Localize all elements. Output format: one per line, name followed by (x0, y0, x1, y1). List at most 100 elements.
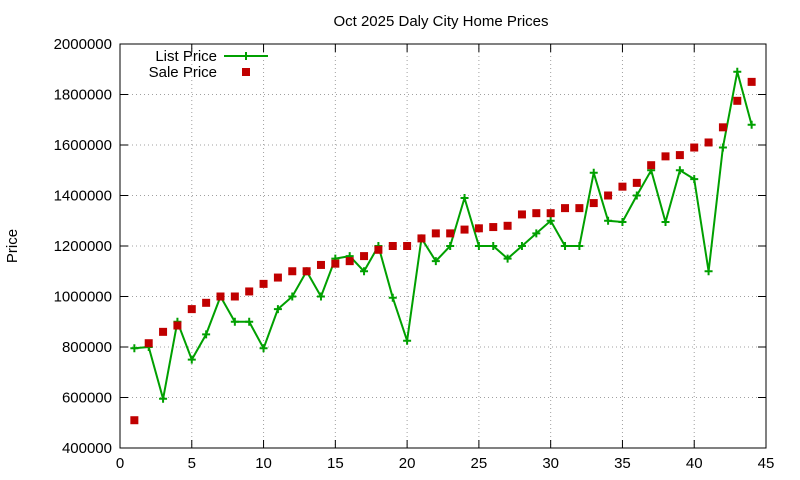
sale-price-point (159, 327, 168, 336)
x-tick-label: 25 (471, 455, 488, 472)
list-price-point (259, 344, 268, 353)
sale-price-point (273, 273, 282, 282)
y-axis-label: Price (4, 229, 21, 263)
list-price-point (460, 194, 469, 203)
y-tick-label: 600000 (62, 390, 112, 407)
sale-price-point (360, 252, 369, 261)
list-price-point (187, 355, 196, 364)
sale-price-point (747, 77, 756, 86)
sale-price-point (489, 223, 498, 232)
list-price-point (733, 67, 742, 76)
list-price-point (403, 336, 412, 345)
sale-price-point (216, 292, 225, 301)
sale-price-point (575, 204, 584, 213)
sale-price-point (259, 279, 268, 288)
sale-price-point (718, 123, 727, 132)
list-price-point (474, 242, 483, 250)
sale-price-point (532, 209, 541, 218)
sale-price-point (417, 234, 426, 243)
list-price-point (130, 344, 139, 353)
list-price-point (690, 175, 699, 184)
grid-lines (120, 44, 766, 448)
sale-price-point (517, 210, 526, 219)
sale-price-point (202, 298, 211, 307)
sale-price-point (604, 191, 613, 200)
list-price-point (202, 330, 211, 339)
sale-price-point (460, 225, 469, 234)
list-price-point (675, 166, 684, 175)
list-price-point (273, 305, 282, 314)
sale-price-point (704, 138, 713, 147)
plot-frame (119, 43, 767, 449)
legend-marker-list-price (242, 52, 250, 60)
sale-price-point (546, 209, 555, 218)
list-price-point (575, 242, 584, 250)
sale-price-point (388, 242, 397, 250)
sale-price-point (431, 229, 440, 238)
legend-label-sale-price: Sale Price (149, 64, 217, 81)
list-price-point (316, 292, 325, 301)
list-price-point (431, 257, 440, 266)
list-price-point (360, 267, 369, 276)
list-price-point (230, 317, 239, 326)
sale-price-point (187, 305, 196, 314)
sale-price-point (561, 204, 570, 213)
x-tick-label: 40 (686, 455, 703, 472)
x-tick-label: 10 (255, 455, 272, 472)
sale-price-point (230, 292, 239, 301)
sale-price-point (245, 287, 254, 296)
list-price-point (245, 317, 254, 326)
x-tick-label: 15 (327, 455, 344, 472)
sale-price-point (403, 242, 412, 250)
sale-price-point (288, 267, 297, 276)
list-price-point (388, 293, 397, 302)
list-price-point (618, 218, 627, 227)
sale-price-point (144, 339, 153, 348)
list-price-point (288, 292, 297, 301)
legend-label-list-price: List Price (155, 48, 217, 65)
sale-price-point (503, 221, 512, 230)
list-price-point (489, 242, 498, 250)
y-tick-label: 400000 (62, 440, 112, 457)
y-tick-label: 2000000 (54, 36, 112, 53)
x-tick-label: 0 (116, 455, 124, 472)
list-price-point (661, 218, 670, 227)
x-tick-label: 5 (188, 455, 196, 472)
list-price-point (604, 216, 613, 225)
sale-price-point (675, 151, 684, 160)
sale-price-point (302, 267, 311, 276)
y-tick-label: 1800000 (54, 87, 112, 104)
y-tick-label: 1600000 (54, 137, 112, 154)
list-price-point (446, 242, 455, 250)
list-price-point (589, 168, 598, 177)
y-tick-label: 800000 (62, 339, 112, 356)
x-tick-label: 30 (542, 455, 559, 472)
list-price-point (704, 267, 713, 276)
sale-price-point (647, 161, 656, 170)
sale-price-point (589, 199, 598, 208)
list-price-line (134, 71, 753, 400)
y-tick-label: 1000000 (54, 289, 112, 306)
sale-price-point (690, 143, 699, 152)
y-tick-label: 1400000 (54, 188, 112, 205)
sale-price-point (733, 96, 742, 105)
list-price-point (718, 143, 727, 152)
sale-price-point (446, 229, 455, 238)
list-price-point (632, 191, 641, 200)
list-price-point (561, 242, 570, 250)
sale-price-point (173, 321, 182, 330)
list-price-point (546, 216, 555, 225)
sale-price-point (661, 152, 670, 161)
sale-price-point (632, 178, 641, 187)
legend-marker-sale-price (242, 68, 250, 76)
sale-price-point (374, 245, 383, 254)
list-price-point (159, 394, 168, 403)
chart-title: Oct 2025 Daly City Home Prices (333, 13, 548, 30)
x-tick-label: 45 (758, 455, 775, 472)
sale-price-point (474, 224, 483, 233)
sale-price-point (331, 259, 340, 268)
series-layer (130, 67, 756, 425)
list-price-point (532, 229, 541, 238)
